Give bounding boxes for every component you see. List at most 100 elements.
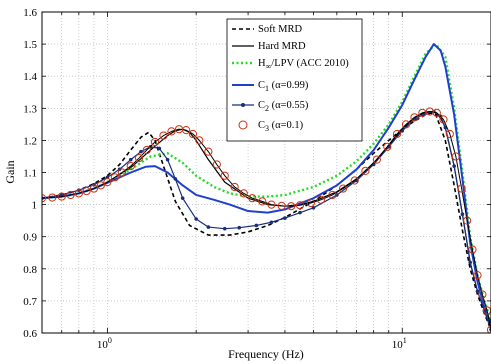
y-tick-label: 0.7 bbox=[23, 296, 37, 308]
data-point-c3 bbox=[350, 176, 359, 185]
x-tick-label: 100 bbox=[97, 336, 112, 351]
x-axis-label: Frequency (Hz) bbox=[228, 347, 304, 361]
data-point-c2 bbox=[180, 196, 185, 200]
series-line-c1 bbox=[42, 43, 491, 324]
data-point-c2 bbox=[59, 193, 64, 197]
data-point-c3 bbox=[126, 161, 135, 171]
legend-entry-c3: C3 (α=0.1) bbox=[238, 120, 304, 133]
data-point-c3 bbox=[478, 290, 487, 299]
data-point-c3 bbox=[287, 202, 296, 211]
data-point-c2 bbox=[237, 225, 242, 230]
data-point-c3 bbox=[401, 120, 411, 129]
legend-entry-c1: C1 (α=0.99) bbox=[232, 80, 309, 93]
legend-entry-hinf: H∞/LPV (ACC 2010) bbox=[232, 58, 349, 71]
series-line-c2 bbox=[42, 110, 491, 330]
series-line-soft bbox=[42, 112, 491, 331]
data-point-c2 bbox=[173, 177, 178, 181]
data-point-c3 bbox=[463, 216, 472, 225]
data-point-c3 bbox=[74, 189, 83, 198]
data-point-c3 bbox=[248, 194, 257, 203]
data-point-c3 bbox=[383, 142, 392, 151]
data-point-c2 bbox=[165, 157, 170, 162]
legend-label-c1: C1 (α=0.99) bbox=[258, 80, 309, 93]
y-tick-label: 1 bbox=[32, 200, 38, 212]
data-point-c3 bbox=[410, 113, 419, 122]
y-tick-label: 1.6 bbox=[23, 7, 37, 19]
data-point-c2 bbox=[139, 149, 143, 154]
ticks: 0.6 0.7 0.8 0.9 1 1.1 1.2 1.3 1.4 1.5 1.6 100 101 bbox=[23, 7, 491, 351]
data-point-c2 bbox=[460, 212, 465, 217]
data-point-c3 bbox=[110, 173, 119, 182]
data-point-c3 bbox=[451, 152, 460, 161]
y-tick-label: 1.4 bbox=[23, 71, 37, 83]
data-point-c3 bbox=[82, 187, 91, 196]
data-point-c3 bbox=[432, 108, 441, 117]
data-point-c2 bbox=[254, 223, 259, 228]
data-point-c3 bbox=[328, 190, 337, 200]
data-point-c3 bbox=[150, 137, 160, 147]
data-point-c3 bbox=[159, 131, 168, 140]
y-axis-label: Gain bbox=[3, 160, 17, 183]
data-point-c3 bbox=[306, 198, 316, 208]
data-point-c3 bbox=[468, 245, 477, 254]
data-point-c3 bbox=[220, 171, 229, 180]
data-point-c3 bbox=[48, 193, 57, 202]
data-point-c3 bbox=[117, 168, 127, 177]
legend-label-hinf: H∞/LPV (ACC 2010) bbox=[258, 58, 349, 71]
data-point-c3 bbox=[195, 136, 204, 145]
data-point-c3 bbox=[372, 155, 381, 164]
y-tick-label: 1.5 bbox=[23, 39, 37, 51]
data-point-c2 bbox=[298, 210, 302, 215]
legend-label-hard: Hard MRD bbox=[258, 41, 306, 52]
data-point-c2 bbox=[283, 216, 287, 220]
data-point-c3 bbox=[230, 182, 239, 192]
data-point-c2 bbox=[475, 289, 480, 294]
legend-entry-hard: Hard MRD bbox=[232, 41, 306, 52]
data-point-c3 bbox=[96, 181, 105, 190]
data-point-c3 bbox=[457, 184, 466, 193]
legend-entry-c2: C2 (α=0.55) bbox=[232, 100, 309, 113]
data-point-c3 bbox=[439, 115, 448, 124]
data-point-c3 bbox=[473, 271, 482, 280]
y-tick-label: 1.3 bbox=[23, 103, 37, 115]
data-point-c3 bbox=[258, 197, 267, 206]
y-tick-label: 0.6 bbox=[23, 328, 37, 340]
data-point-c2 bbox=[128, 157, 133, 162]
y-tick-label: 0.8 bbox=[23, 264, 37, 276]
legend: Soft MRD Hard MRD H∞/LPV (ACC 2010) C1 (α=0… bbox=[226, 18, 363, 142]
data-point-c2 bbox=[222, 226, 227, 231]
y-tick-label: 1.1 bbox=[23, 168, 37, 180]
data-point-c2 bbox=[468, 260, 472, 265]
data-point-c3 bbox=[338, 184, 348, 193]
data-point-c3 bbox=[316, 195, 326, 204]
data-point-c3 bbox=[295, 201, 305, 210]
data-point-c3 bbox=[392, 129, 402, 139]
data-point-c2 bbox=[194, 217, 198, 221]
data-point-c2 bbox=[157, 146, 162, 151]
legend-entry-soft: Soft MRD bbox=[232, 24, 302, 35]
data-point-c3 bbox=[142, 145, 151, 155]
data-point-c2 bbox=[311, 206, 316, 210]
data-point-c3 bbox=[57, 192, 66, 201]
data-point-c3 bbox=[134, 153, 144, 163]
legend-label-soft: Soft MRD bbox=[258, 24, 302, 35]
y-tick-label: 0.9 bbox=[23, 232, 37, 244]
legend-label-c3: C3 (α=0.1) bbox=[258, 120, 304, 133]
legend-box bbox=[226, 18, 363, 142]
x-tick-label: 101 bbox=[392, 336, 407, 351]
series-line-c3 bbox=[42, 111, 491, 330]
series-group bbox=[42, 42, 491, 333]
data-point-c3 bbox=[182, 126, 191, 135]
data-point-c3 bbox=[267, 200, 276, 209]
data-point-c2 bbox=[269, 220, 274, 225]
legend-marker-c3 bbox=[238, 120, 248, 130]
legend-marker-c2 bbox=[241, 103, 245, 107]
data-point-c3 bbox=[66, 190, 75, 200]
data-point-c2 bbox=[452, 164, 456, 168]
data-point-c3 bbox=[167, 127, 176, 136]
data-point-c3 bbox=[445, 129, 454, 139]
data-point-c3 bbox=[103, 178, 112, 187]
data-point-c3 bbox=[212, 160, 221, 169]
data-point-c3 bbox=[204, 147, 213, 156]
